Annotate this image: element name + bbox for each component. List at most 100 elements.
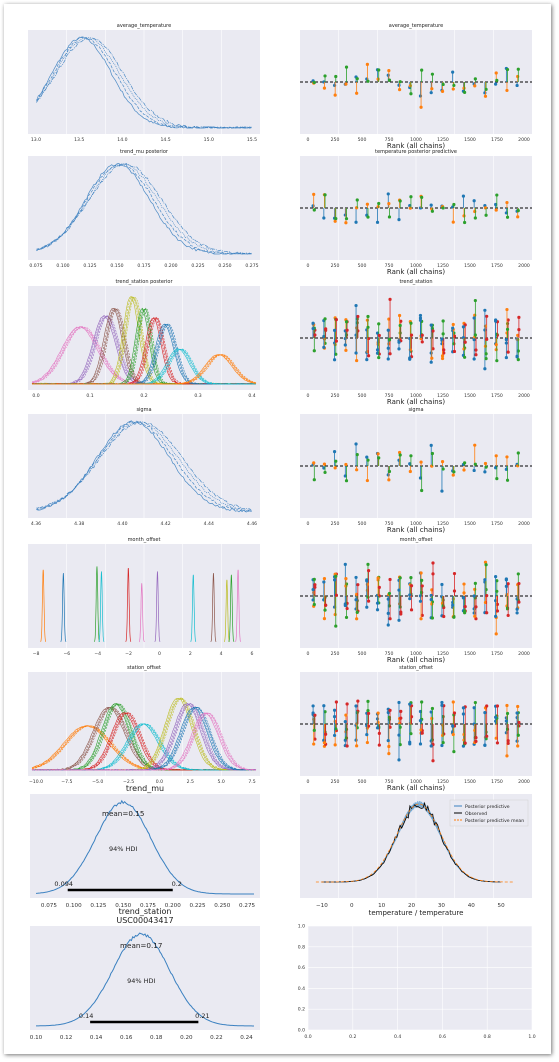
kde-chain-line: [36, 163, 252, 255]
x-tick-label: −4: [94, 651, 101, 657]
rank-point: [366, 354, 371, 358]
x-tick-label: 750: [385, 779, 394, 785]
x-tick-label: 1000: [410, 779, 422, 785]
trace-row-left: 13.0 13.5 14.0 14.5 15.0 15.5 average_temperat…: [28, 23, 260, 143]
x-tick-label: 15.0: [204, 137, 214, 143]
rank-point: [506, 739, 510, 743]
rank-point: [441, 740, 445, 745]
empty-axes: 0.0 0.2 0.4 0.6 0.8 1.0 0.0 0.2 0.4 0.6 0.8 1.0: [298, 924, 536, 1041]
rank-point: [440, 733, 445, 738]
x-tick-label: 0.100: [66, 903, 82, 909]
x-tick-label: 0.22: [210, 1035, 222, 1041]
rank-point: [484, 357, 488, 361]
rank-point: [452, 470, 456, 474]
rank-point: [333, 93, 337, 97]
x-axis-label: Rank (all chains): [387, 656, 445, 664]
rank-point: [355, 617, 359, 621]
rank-point: [311, 587, 315, 592]
rank-point: [430, 451, 435, 456]
rank-point: [483, 344, 488, 348]
x-tick-label: 4.46: [247, 521, 257, 527]
rank-point: [377, 355, 381, 360]
rank-point: [386, 328, 390, 332]
rank-point: [311, 321, 315, 325]
panel-background: [308, 926, 532, 1030]
x-tick-label: −6: [63, 651, 70, 657]
rank-point: [442, 614, 446, 619]
rank-point: [504, 355, 508, 360]
rank-point: [408, 462, 412, 466]
rank-point: [484, 213, 488, 217]
rank-point: [375, 608, 380, 612]
rank-point: [324, 603, 328, 607]
rank-point: [430, 464, 434, 468]
rank-point: [505, 327, 510, 331]
rank-point: [452, 571, 457, 576]
rank-point: [375, 726, 380, 730]
rank-point: [505, 67, 510, 72]
rank-point: [495, 78, 499, 82]
rank-point: [494, 348, 498, 352]
rank-point: [322, 462, 327, 466]
x-tick-label: 0.150: [110, 263, 123, 269]
rank-point: [451, 732, 455, 737]
rank-point: [429, 203, 433, 207]
rank-point: [332, 358, 337, 362]
rank-point: [505, 478, 510, 482]
rank-point: [463, 604, 467, 609]
rank-point: [484, 465, 488, 469]
rank-point: [333, 342, 337, 347]
x-tick-label: 1250: [437, 521, 449, 527]
x-tick-label: 1500: [464, 137, 476, 143]
rank-point: [322, 86, 327, 90]
rank-point: [334, 593, 338, 597]
y-tick-label: 1.0: [298, 924, 305, 930]
rank-point: [451, 473, 455, 477]
panel-title: trend_station: [119, 907, 172, 916]
x-tick-label: 250: [331, 263, 340, 269]
rank-point: [463, 355, 467, 359]
kde-spike-line: [154, 571, 161, 643]
rank-point: [376, 576, 380, 580]
rank-point: [344, 577, 348, 581]
x-tick-label: 1000: [410, 393, 422, 399]
rank-point: [451, 326, 455, 330]
rank-point: [429, 360, 433, 364]
rank-point: [517, 600, 521, 604]
rank-point: [505, 703, 509, 708]
rank-point: [397, 700, 401, 705]
rank-point: [409, 92, 413, 96]
rank-point: [429, 443, 433, 447]
rank-point: [504, 578, 508, 582]
panel-title: month_offset: [128, 537, 161, 543]
x-tick-label: 0.175: [137, 263, 150, 269]
x-tick-label: 0: [307, 263, 310, 269]
x-tick-label: 500: [358, 393, 367, 399]
rank-point: [408, 206, 412, 210]
rank-point: [515, 611, 519, 615]
rank-point: [323, 74, 327, 78]
rank-point: [483, 206, 488, 210]
rank-point: [516, 744, 520, 748]
rank-point: [429, 323, 433, 327]
rank-point: [345, 702, 349, 706]
rank-point: [495, 477, 499, 481]
x-tick-label: 500: [358, 137, 367, 143]
figure: 13.0 13.5 14.0 14.5 15.0 15.5 average_temperat…: [4, 4, 551, 1054]
x-tick-label: −10.0: [29, 779, 43, 785]
x-tick-label: 2000: [518, 779, 530, 785]
rank-point: [517, 328, 521, 332]
rank-point: [354, 738, 358, 742]
rank-point: [322, 216, 326, 220]
rank-point: [473, 614, 477, 618]
rank-point: [332, 715, 337, 719]
rank-point: [440, 89, 445, 93]
rank-point: [504, 337, 508, 342]
x-tick-label: 0: [307, 651, 310, 657]
rank-point: [312, 577, 316, 581]
x-tick-label: 2000: [518, 393, 530, 399]
x-tick-label: 750: [385, 137, 394, 143]
kde-component-line: [32, 698, 256, 771]
rank-point: [322, 577, 327, 581]
rank-point: [483, 461, 488, 466]
